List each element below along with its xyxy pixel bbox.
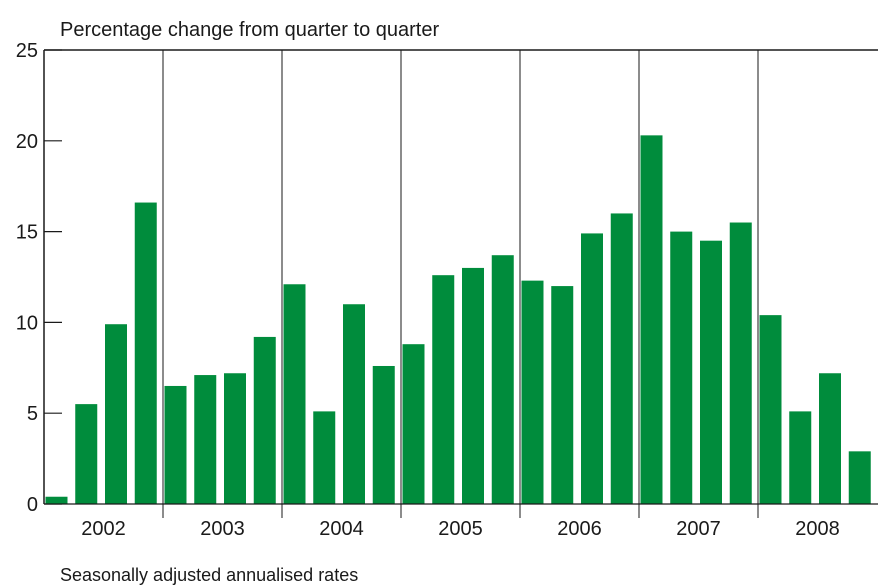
bar: [134, 202, 157, 504]
x-tick-label: 2006: [557, 518, 602, 540]
y-tick-label: 20: [16, 131, 38, 153]
x-tick-label: 2004: [319, 518, 364, 540]
bar: [640, 135, 663, 505]
bar: [521, 280, 544, 504]
chart-title: Percentage change from quarter to quarte…: [60, 19, 439, 41]
bar: [432, 275, 455, 504]
bar: [194, 375, 217, 504]
bar: [224, 373, 246, 504]
bar: [253, 336, 276, 504]
y-tick-label: 5: [27, 403, 38, 425]
year-dividers: [162, 50, 759, 518]
y-tick-label: 0: [27, 494, 38, 516]
bar: [670, 231, 693, 504]
y-tick-label: 15: [16, 222, 38, 244]
bar: [343, 304, 365, 504]
y-axis: 0 5 10 15 20 25: [16, 40, 878, 516]
x-tick-label: 2007: [676, 518, 721, 540]
bar: [759, 315, 782, 504]
bar: [462, 267, 484, 504]
bar: [402, 344, 425, 504]
x-axis: 2002 2003 2004 2005 2006 2007 2008: [44, 503, 878, 540]
bar: [164, 385, 187, 504]
bar: [283, 284, 306, 504]
bar: [819, 373, 841, 504]
bar: [105, 324, 127, 504]
bar: [45, 496, 68, 504]
x-tick-label: 2003: [200, 518, 245, 540]
bars: [45, 135, 871, 505]
bar: [372, 365, 395, 504]
bar: [581, 233, 603, 504]
x-tick-label: 2005: [438, 518, 483, 540]
x-tick-label: 2008: [795, 518, 840, 540]
bar: [789, 411, 812, 504]
chart-footnote: Seasonally adjusted annualised rates: [60, 565, 358, 585]
y-tick-label: 10: [16, 312, 38, 334]
bar: [700, 240, 722, 504]
bar: [75, 404, 98, 504]
bar: [610, 213, 633, 504]
bar: [491, 255, 514, 504]
bar: [729, 222, 752, 504]
bar: [313, 411, 336, 504]
x-tick-label: 2002: [81, 518, 126, 540]
y-tick-label: 25: [16, 40, 38, 62]
bar: [848, 451, 871, 504]
bar: [551, 286, 574, 504]
